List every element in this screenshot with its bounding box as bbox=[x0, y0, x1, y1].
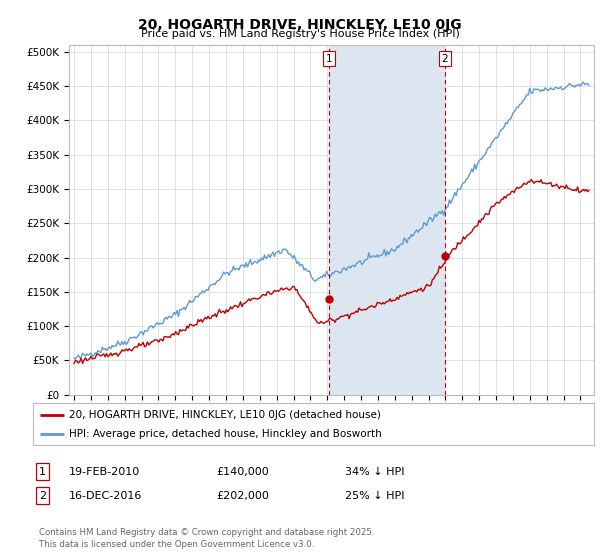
Text: 19-FEB-2010: 19-FEB-2010 bbox=[69, 466, 140, 477]
Text: £202,000: £202,000 bbox=[216, 491, 269, 501]
Bar bbox=[329, 45, 445, 395]
Text: Price paid vs. HM Land Registry's House Price Index (HPI): Price paid vs. HM Land Registry's House … bbox=[140, 29, 460, 39]
Text: 20, HOGARTH DRIVE, HINCKLEY, LE10 0JG (detached house): 20, HOGARTH DRIVE, HINCKLEY, LE10 0JG (d… bbox=[70, 409, 382, 419]
Text: 1: 1 bbox=[39, 466, 46, 477]
Text: 20, HOGARTH DRIVE, HINCKLEY, LE10 0JG: 20, HOGARTH DRIVE, HINCKLEY, LE10 0JG bbox=[138, 18, 462, 32]
Text: 2: 2 bbox=[39, 491, 46, 501]
Text: 25% ↓ HPI: 25% ↓ HPI bbox=[345, 491, 404, 501]
Text: £140,000: £140,000 bbox=[216, 466, 269, 477]
Text: 16-DEC-2016: 16-DEC-2016 bbox=[69, 491, 142, 501]
Text: HPI: Average price, detached house, Hinckley and Bosworth: HPI: Average price, detached house, Hinc… bbox=[70, 429, 382, 439]
Text: 1: 1 bbox=[326, 54, 332, 63]
Text: Contains HM Land Registry data © Crown copyright and database right 2025.
This d: Contains HM Land Registry data © Crown c… bbox=[39, 528, 374, 549]
Text: 2: 2 bbox=[442, 54, 448, 63]
Text: 34% ↓ HPI: 34% ↓ HPI bbox=[345, 466, 404, 477]
